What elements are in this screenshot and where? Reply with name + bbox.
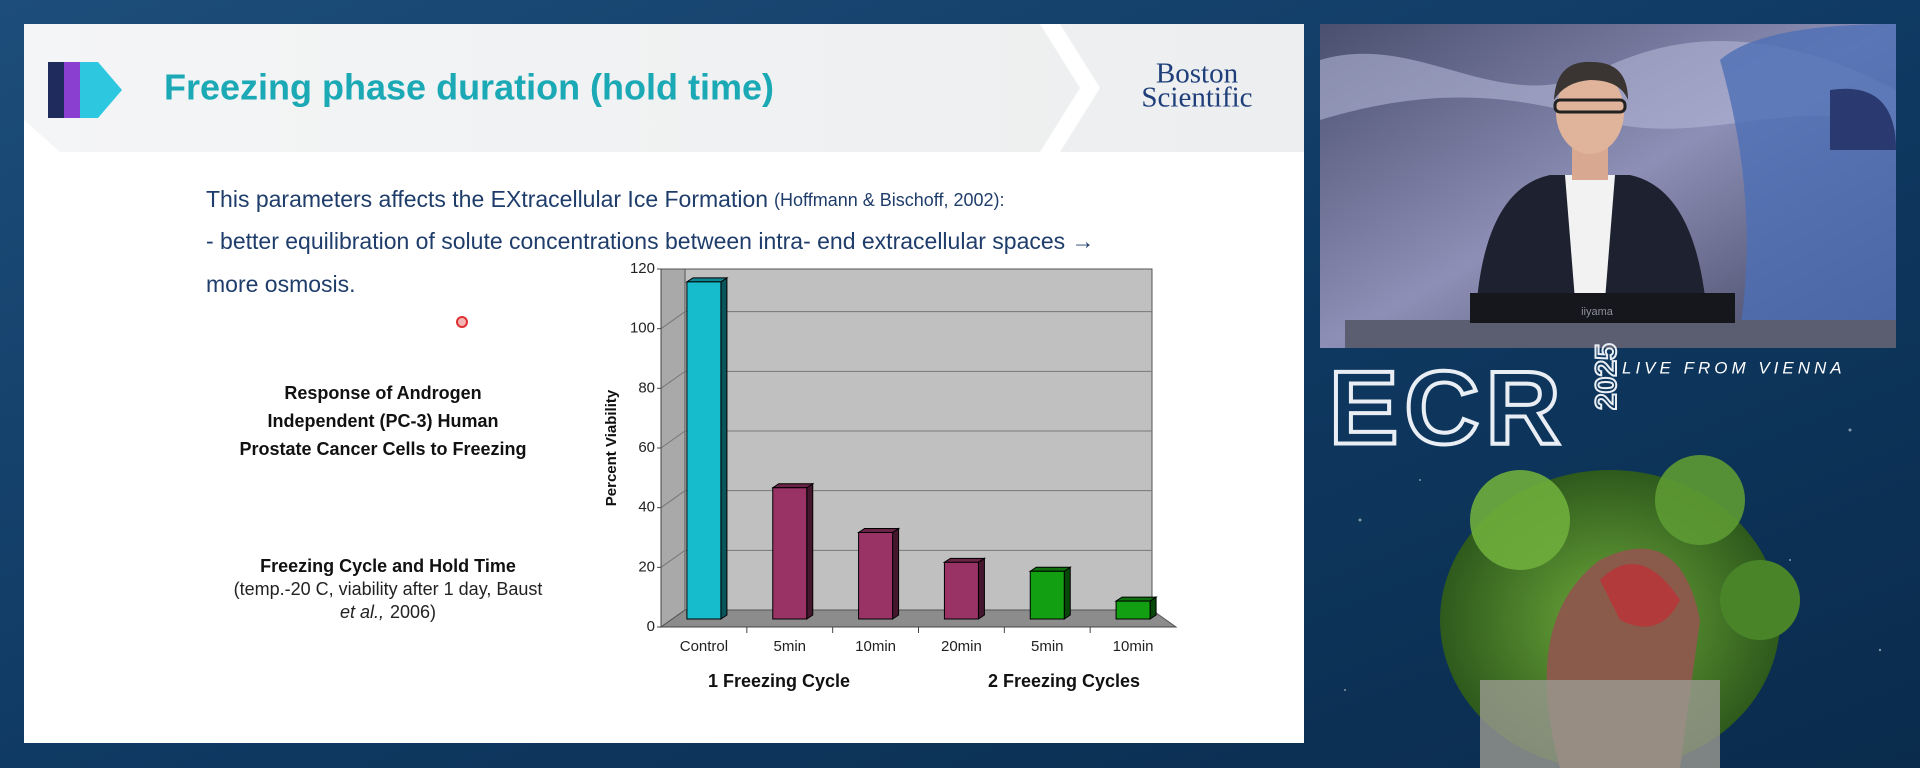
title-bar: [24, 24, 1304, 152]
bar-side: [892, 527, 900, 620]
caption-note: (temp.-20 C, viability after 1 day, Baus…: [234, 579, 543, 599]
caption-note-italic: et al.,: [340, 602, 384, 622]
grid-line: [660, 430, 1152, 449]
bar-top: [1028, 566, 1072, 572]
bar-side: [720, 276, 728, 620]
logo-text: Scientific: [1141, 82, 1252, 114]
y-tick-label: 80: [638, 379, 655, 396]
body-line: This parameters affects the EXtracellula…: [206, 186, 1005, 212]
bar-top: [942, 557, 987, 563]
caption-title: Independent (PC-3) Human: [267, 411, 498, 431]
stars: [1344, 428, 1882, 691]
grid-line: [660, 311, 1152, 330]
group-label: 1 Freezing Cycle: [708, 671, 850, 691]
x-tick-label: 5min: [1031, 638, 1064, 655]
title-bar-chevron: [1040, 24, 1100, 152]
caption-title: Response of Androgen: [284, 383, 481, 403]
grid-line: [660, 549, 1152, 568]
bar-side: [806, 482, 814, 620]
caption-note-end: 2006): [390, 602, 436, 622]
bar-top: [856, 527, 901, 533]
bar: [943, 561, 979, 620]
group-label: 2 Freezing Cycles: [988, 671, 1140, 691]
x-tick-label: 10min: [855, 638, 896, 655]
monitor-brand: iiyama: [1581, 306, 1614, 318]
bar: [1029, 570, 1065, 620]
x-tick-label: 5min: [773, 638, 806, 655]
event-tagline: LIVE FROM VIENNA: [1622, 358, 1846, 377]
side-wall: [660, 268, 686, 628]
y-tick-label: 0: [647, 618, 655, 635]
bar-side: [977, 557, 985, 620]
citation: (Hoffmann & Bischoff, 2002):: [774, 190, 1004, 210]
y-tick-label: 40: [638, 499, 655, 516]
y-tick-label: 60: [638, 439, 655, 456]
pointer: [456, 316, 468, 328]
body-line: - better equilibration of solute concent…: [206, 228, 1095, 254]
x-tick-label: 10min: [1113, 638, 1154, 655]
y-axis-label: Percent Viability: [603, 389, 620, 506]
bar-chart: 0 20 40 60 80 100 120 Percent Viability Control 5…: [603, 260, 1178, 691]
event-year: 2025: [1590, 343, 1623, 410]
y-tick-label: 120: [630, 260, 655, 277]
x-tick-label: Control: [680, 638, 728, 655]
grid-line: [660, 370, 1152, 389]
caption-note: et al., 2006): [340, 602, 436, 622]
bar: [772, 487, 808, 620]
bar-side: [1063, 566, 1071, 620]
bar-top: [685, 277, 729, 283]
caption-subtitle: Freezing Cycle and Hold Time: [260, 556, 516, 576]
bar: [686, 281, 722, 620]
floor: [659, 609, 1178, 628]
slide-title: Freezing phase duration (hold time): [164, 67, 774, 108]
y-tick-label: 20: [638, 558, 655, 575]
bar: [1115, 600, 1151, 620]
logo-mark: [48, 62, 122, 118]
bar: [858, 531, 894, 620]
caption-title: Prostate Cancer Cells to Freezing: [239, 439, 526, 459]
body-line: more osmosis.: [206, 271, 356, 297]
event-branding: ECR 2025 LIVE FROM VIENNA: [1327, 342, 1846, 768]
grid-line: [660, 490, 1152, 509]
bar-top: [1114, 596, 1158, 602]
bar-top: [771, 483, 815, 489]
logo-text: Boston: [1156, 58, 1239, 90]
speaker-video: iiyama: [1320, 24, 1896, 348]
y-tick-label: 100: [630, 320, 655, 337]
x-tick-label: 20min: [941, 638, 982, 655]
event-name: ECR: [1329, 350, 1567, 466]
body-text: This parameters affects the EXtracellula…: [206, 186, 768, 212]
back-wall: [684, 268, 1153, 611]
